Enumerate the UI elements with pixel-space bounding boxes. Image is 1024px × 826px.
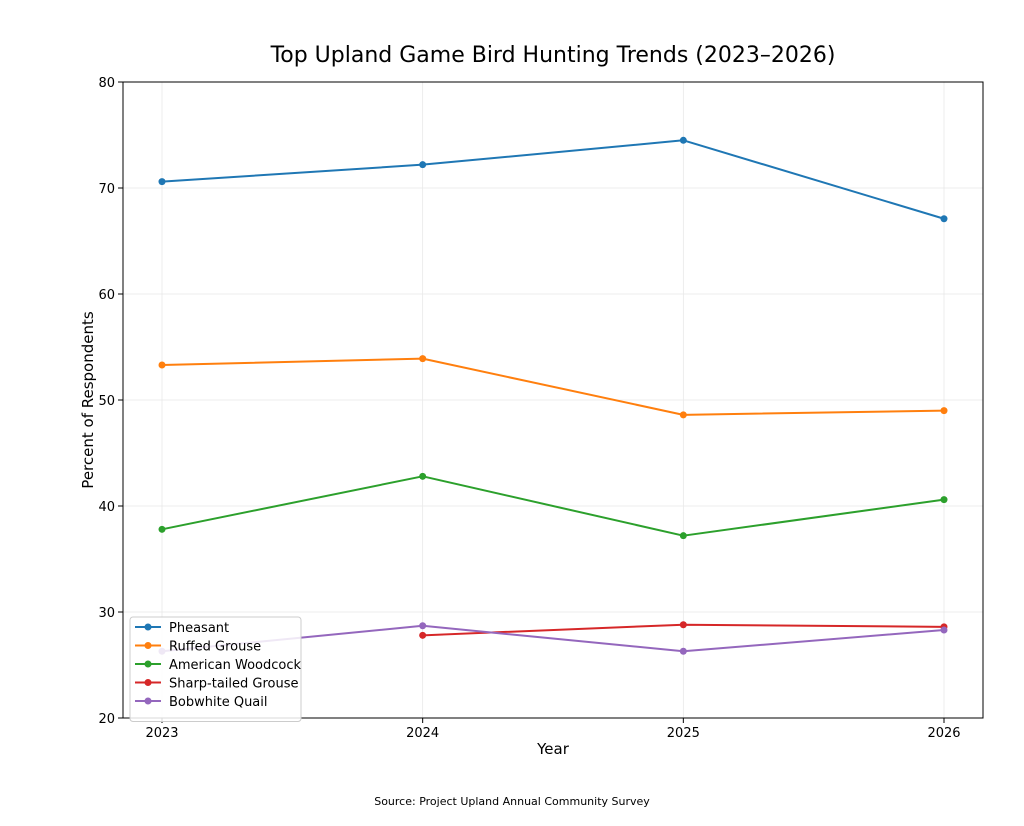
legend-label-ruffed-grouse: Ruffed Grouse xyxy=(169,640,261,655)
legend-label-american-woodcock: American Woodcock xyxy=(169,658,301,673)
data-point-pheasant xyxy=(419,161,427,169)
data-point-bobwhite-quail xyxy=(419,622,427,630)
y-tick-label: 40 xyxy=(98,500,115,515)
x-tick-label: 2023 xyxy=(145,726,178,741)
legend-marker-american-woodcock xyxy=(144,660,152,668)
legend-marker-ruffed-grouse xyxy=(144,642,152,649)
y-tick-label: 50 xyxy=(98,394,115,409)
chart-title: Top Upland Game Bird Hunting Trends (202… xyxy=(270,43,836,68)
data-point-pheasant xyxy=(940,215,948,223)
data-point-bobwhite-quail xyxy=(679,647,687,655)
y-tick-label: 80 xyxy=(98,76,115,91)
series-line-american-woodcock xyxy=(161,475,945,537)
legend: Pheasant Ruffed Grouse American Woodcock Sh… xyxy=(129,616,302,722)
data-point-american-woodcock xyxy=(940,496,948,504)
data-point-sharp-tailed-grouse xyxy=(679,621,687,629)
data-point-pheasant xyxy=(158,178,166,186)
y-tick-label: 70 xyxy=(98,182,115,197)
data-point-american-woodcock xyxy=(419,472,427,480)
legend-label-pheasant: Pheasant xyxy=(169,621,229,636)
legend-label-sharp-tailed-grouse: Sharp-tailed Grouse xyxy=(169,677,299,692)
data-point-ruffed-grouse xyxy=(940,407,948,415)
x-axis-label: Year xyxy=(536,740,570,758)
y-axis-label: Percent of Respondents xyxy=(79,311,97,489)
data-point-bobwhite-quail xyxy=(940,626,948,634)
x-tick-label: 2025 xyxy=(667,726,700,741)
x-tick-label: 2024 xyxy=(406,726,439,741)
legend-box xyxy=(129,616,302,722)
data-point-american-woodcock xyxy=(158,525,166,533)
series-layer xyxy=(158,136,948,655)
data-point-ruffed-grouse xyxy=(419,355,427,363)
y-tick-label: 30 xyxy=(98,606,115,621)
axis-ticks: 20 30 40 50 60 70 80 2023 2024 2025 2026 xyxy=(98,76,960,741)
legend-marker-pheasant xyxy=(144,623,152,631)
data-point-pheasant xyxy=(679,136,687,144)
source-note: Source: Project Upland Annual Community … xyxy=(374,795,650,808)
x-tick-label: 2026 xyxy=(927,726,960,741)
data-point-ruffed-grouse xyxy=(679,411,687,419)
legend-label-bobwhite-quail: Bobwhite Quail xyxy=(169,695,268,710)
data-point-american-woodcock xyxy=(679,532,687,540)
y-tick-label: 60 xyxy=(98,288,115,303)
y-tick-label: 20 xyxy=(98,712,115,727)
legend-marker-sharp-tailed-grouse xyxy=(144,679,152,686)
legend-marker-bobwhite-quail xyxy=(144,697,152,705)
series-line-pheasant xyxy=(161,139,945,220)
data-point-sharp-tailed-grouse xyxy=(419,631,427,639)
series-line-ruffed-grouse xyxy=(161,357,945,416)
data-point-ruffed-grouse xyxy=(158,361,166,369)
